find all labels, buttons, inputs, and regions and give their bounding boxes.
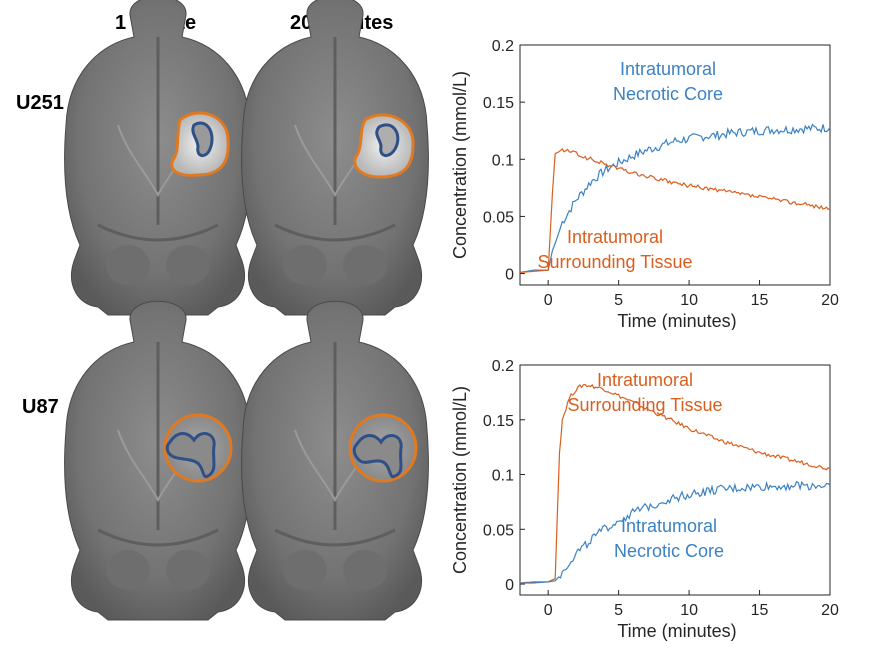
plot-frame (519, 364, 831, 596)
x-tick-label: 15 (751, 602, 769, 619)
y-tick-label: 0.15 (483, 95, 514, 112)
x-tick-label: 5 (614, 602, 623, 619)
surrounding-tissue-outline (170, 111, 230, 177)
necrotic-core-outline (165, 431, 216, 479)
series-label-necrotic-core: Intratumoral Necrotic Core (614, 516, 724, 561)
brain-u87-1min (63, 299, 253, 622)
brain-u251-1min (63, 0, 253, 317)
surrounding-tissue-outline (353, 113, 415, 179)
y-axis-label: Concentration (mmol/L) (450, 386, 470, 574)
surrounding-tissue-outline (348, 413, 418, 483)
series-line-surrounding-tissue (519, 383, 831, 584)
series-label-surrounding-tissue: Intratumoral Surrounding Tissue (537, 227, 692, 272)
y-tick-label: 0.15 (483, 413, 514, 430)
y-tick-label: 0.1 (492, 152, 514, 169)
necrotic-core-outline (191, 121, 214, 157)
x-axis-label: Time (minutes) (617, 621, 736, 641)
brain-u87-20min (240, 299, 430, 622)
x-tick-label: 20 (821, 602, 839, 619)
row-header-u251: U251 (16, 92, 64, 114)
plot-frame (519, 44, 831, 286)
y-tick-label: 0 (505, 577, 514, 594)
necrotic-core-outline (352, 433, 403, 479)
surrounding-tissue-outline (163, 413, 233, 483)
chart-u251: 0 5 10 15 20 0 0.05 0.1 0.15 0.2 Time (minutes) Con… (450, 38, 839, 330)
x-tick-label: 0 (544, 602, 553, 619)
x-tick-label: 0 (544, 292, 553, 309)
x-axis-label: Time (minutes) (617, 311, 736, 330)
x-tick-label: 5 (614, 292, 623, 309)
row-header-u87: U87 (22, 396, 59, 418)
x-tick-label: 15 (751, 292, 769, 309)
x-tick-label: 20 (821, 292, 839, 309)
series-line-surrounding-tissue (519, 147, 831, 273)
brain-u251-20min (240, 0, 430, 317)
y-tick-label: 0.2 (492, 358, 514, 375)
x-tick-label: 10 (680, 602, 698, 619)
y-tick-label: 0.2 (492, 38, 514, 55)
mri-panels (63, 0, 430, 622)
series-label-necrotic-core: Intratumoral Necrotic Core (613, 59, 723, 104)
necrotic-core-outline (375, 123, 400, 157)
y-tick-label: 0.05 (483, 522, 514, 539)
series-line-necrotic-core (519, 123, 831, 273)
y-tick-label: 0 (505, 267, 514, 284)
y-tick-label: 0.05 (483, 209, 514, 226)
y-axis-label: Concentration (mmol/L) (450, 71, 470, 259)
series-label-surrounding-tissue: Intratumoral Surrounding Tissue (567, 370, 722, 415)
y-tick-label: 0.1 (492, 468, 514, 485)
series-line-necrotic-core (520, 480, 831, 584)
chart-u87: 0 5 10 15 20 0 0.05 0.1 0.15 0.2 Time (minutes) Con… (450, 358, 839, 641)
x-tick-label: 10 (680, 292, 698, 309)
